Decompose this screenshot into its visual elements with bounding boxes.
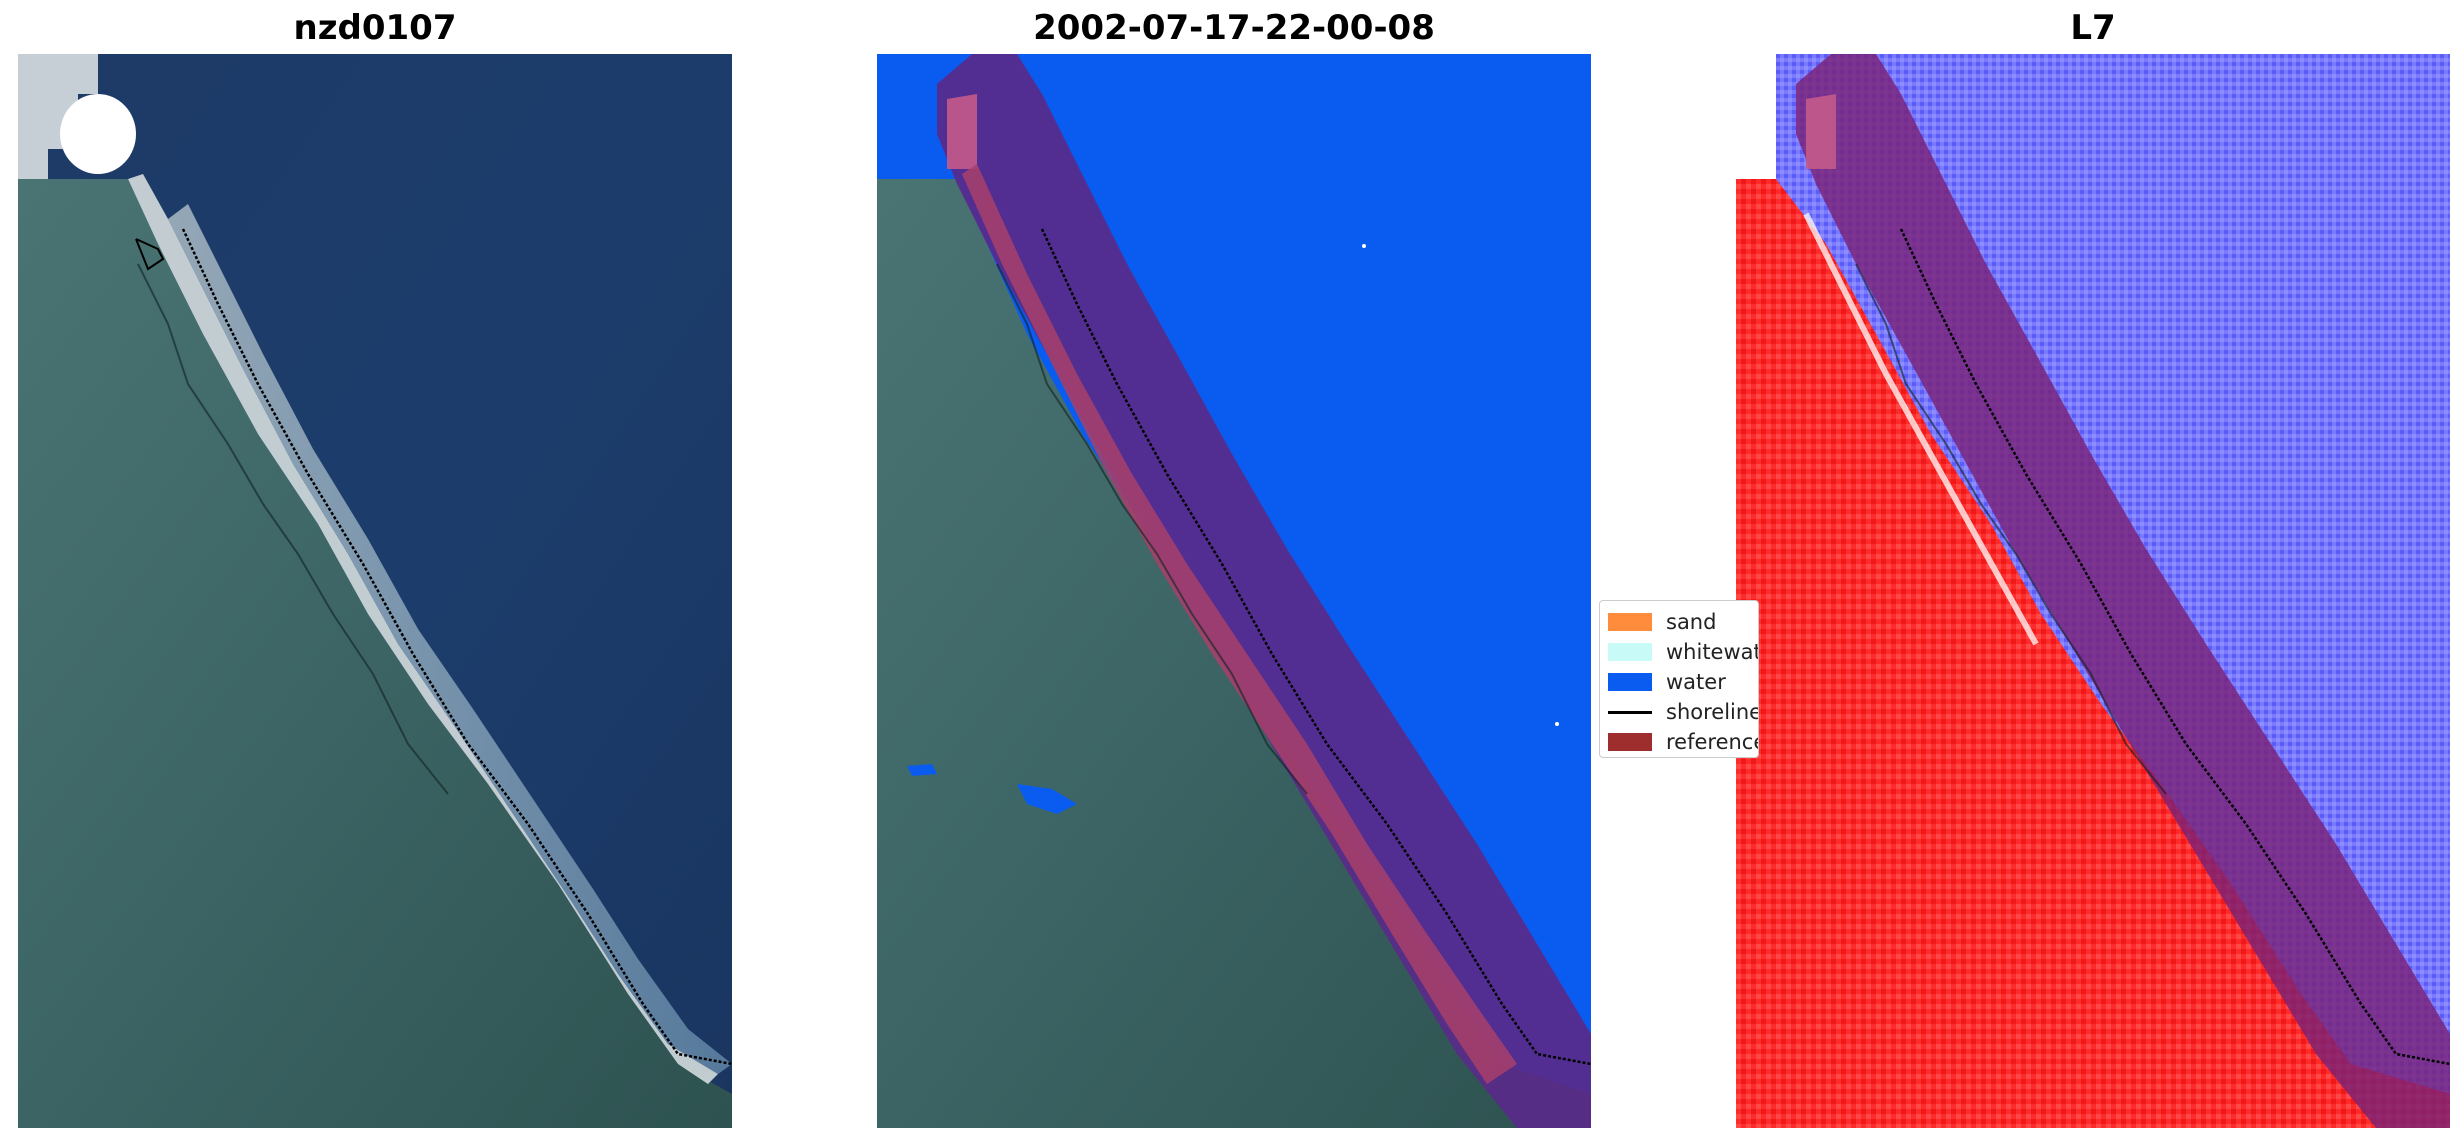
legend-item-sand: sand — [1608, 607, 1716, 637]
legend-swatch-reference — [1608, 733, 1652, 751]
land-index-area — [1736, 179, 2450, 1128]
rgb-image-canvas — [18, 54, 732, 1128]
legend-label: reference — [1666, 730, 1759, 754]
land-area — [18, 179, 732, 1128]
beach-strip — [128, 174, 718, 1084]
legend-label: shoreline — [1666, 700, 1759, 724]
noise-pixel — [1362, 244, 1366, 248]
legend-label: water — [1666, 670, 1726, 694]
legend-swatch-sand — [1608, 613, 1652, 631]
index-image — [1736, 54, 2450, 1128]
shoreline — [1040, 228, 1591, 1066]
shoreline — [1899, 228, 2450, 1066]
legend-line-shoreline — [1608, 710, 1652, 714]
legend-item-reference: reference — [1608, 727, 1759, 757]
panel-title-classification: 2002-07-17-22-00-08 — [1033, 8, 1435, 48]
inland-dune-line — [996, 263, 1308, 795]
legend-item-water: water — [1608, 667, 1726, 697]
index-canvas — [1736, 54, 2450, 1128]
cloud-mask-overlay — [947, 94, 977, 169]
legend-label: sand — [1666, 610, 1717, 634]
cloud-mask-overlay — [1806, 94, 1836, 169]
noise-pixel — [1555, 722, 1559, 726]
rgb-satellite-image — [18, 54, 732, 1128]
panel-title-rgb: nzd0107 — [293, 8, 457, 48]
inland-dune-line — [1855, 263, 2167, 795]
legend-item-shoreline: shoreline — [1608, 697, 1759, 727]
legend-label: whitewater — [1666, 640, 1758, 664]
inland-water-patch — [1017, 784, 1077, 814]
classification-canvas — [877, 54, 1591, 1128]
sand-class-band — [962, 164, 1517, 1084]
inland-water-patch — [907, 764, 937, 776]
legend-swatch-water — [1608, 673, 1652, 691]
shoreline — [181, 228, 732, 1066]
reference-buffer — [1796, 54, 2450, 1128]
legend-item-whitewater: whitewater — [1608, 637, 1758, 667]
inland-dune-line — [137, 263, 449, 795]
legend: sand whitewater water shoreline referenc… — [1599, 600, 1759, 758]
land-area — [877, 179, 1591, 1128]
reference-buffer — [937, 54, 1591, 1128]
classification-image — [877, 54, 1591, 1128]
panel-title-index: L7 — [2070, 8, 2116, 48]
legend-swatch-whitewater — [1608, 643, 1652, 661]
masked-region — [1736, 54, 1776, 179]
reference-contour — [135, 238, 165, 271]
cloud — [60, 94, 136, 174]
surf-zone — [168, 204, 732, 1074]
bright-land-streak — [1803, 212, 2039, 646]
